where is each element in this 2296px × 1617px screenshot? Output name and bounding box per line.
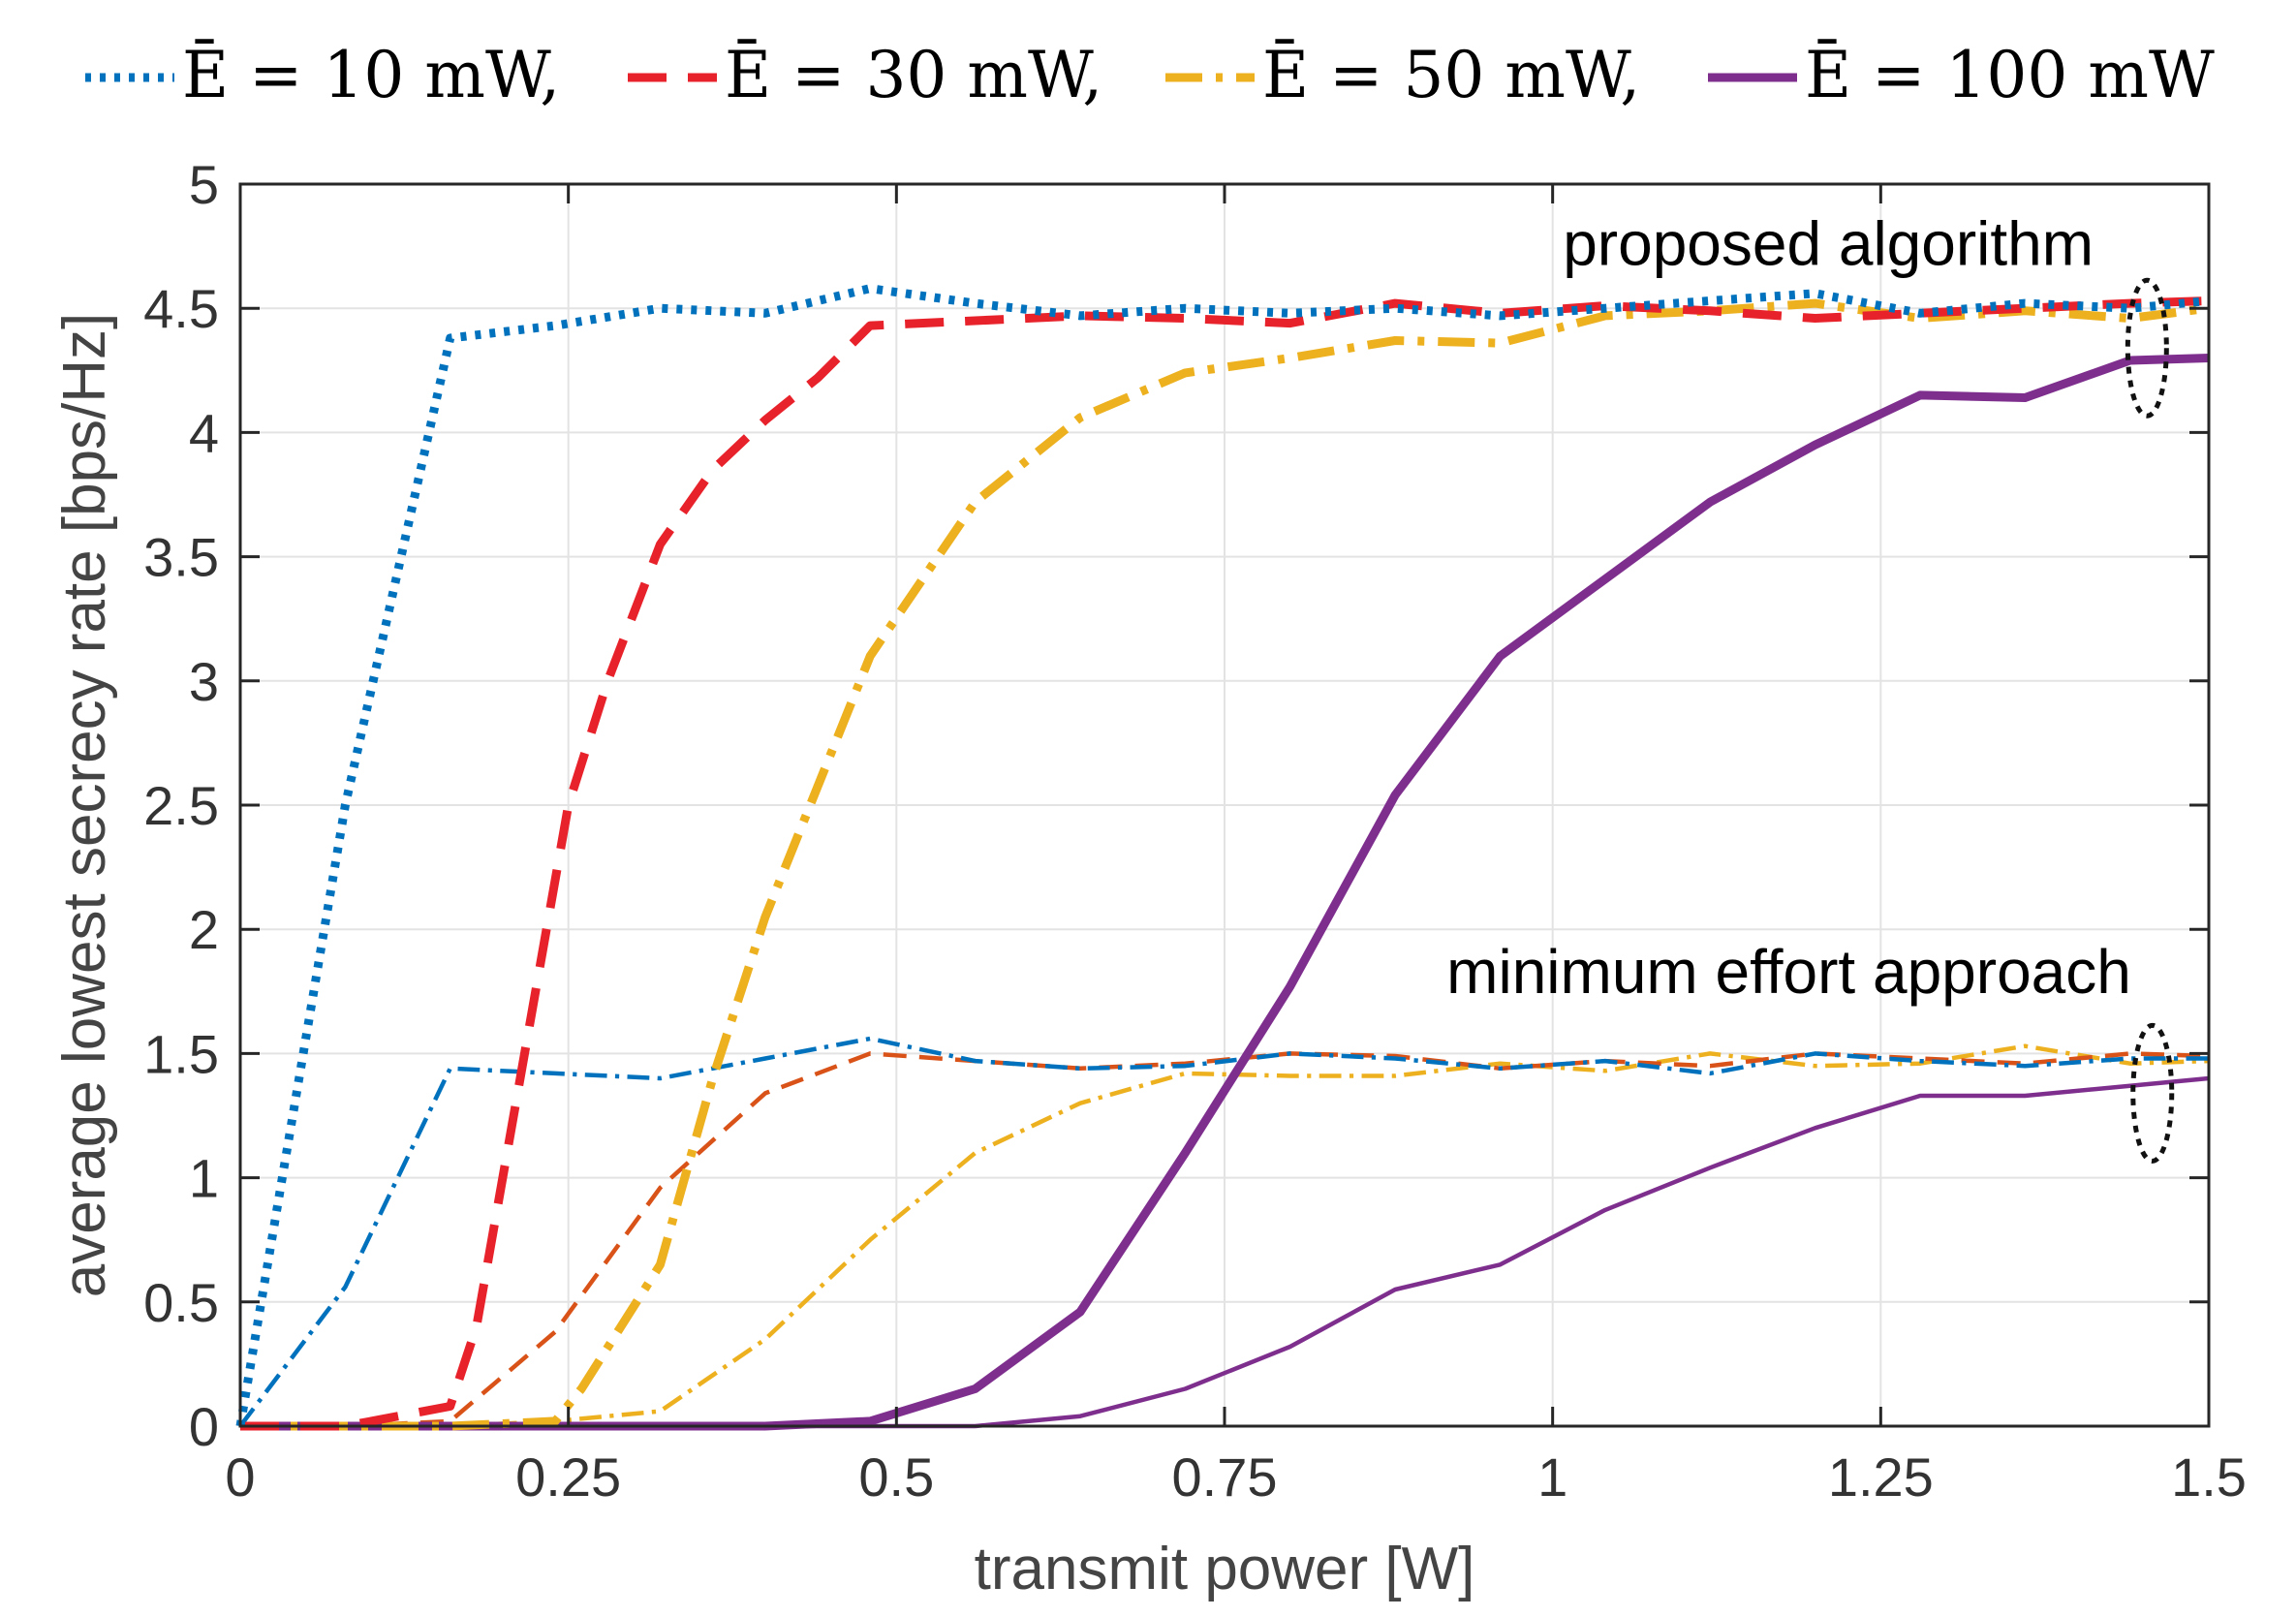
x-tick-label: 0.5 bbox=[858, 1446, 934, 1508]
series-layer bbox=[235, 284, 2210, 1431]
group-ellipses bbox=[2125, 277, 2175, 1164]
x-tick-label: 1.25 bbox=[1828, 1446, 1934, 1508]
y-tick-label: 2 bbox=[189, 899, 219, 960]
y-tick-label: 2.5 bbox=[143, 775, 219, 836]
legend: Ē = 10 mW, Ē = 30 mW, Ē = 50 mW, Ē = 100… bbox=[85, 38, 2215, 112]
tick-labels: 0 0.25 0.5 0.75 1 1.25 1.5 0 0.5 1 1.5 2 2.5 3 3.5 4 4.5… bbox=[143, 154, 2247, 1508]
legend-label-100mw: Ē = 100 mW bbox=[1805, 38, 2215, 112]
x-axis-label: transmit power [W] bbox=[975, 1536, 1475, 1602]
x-tick-label: 0.75 bbox=[1172, 1446, 1278, 1508]
series-line-2 bbox=[240, 298, 2210, 1431]
y-tick-label: 1 bbox=[189, 1148, 219, 1209]
series-line-1 bbox=[240, 296, 2210, 1431]
ellipse-proposed-algorithm bbox=[2125, 277, 2169, 419]
legend-label-10mw: Ē = 10 mW, bbox=[182, 38, 560, 112]
y-axis-label: average lowest secrecy rate [bps/Hz] bbox=[51, 313, 118, 1298]
axis-ticks bbox=[238, 182, 2211, 1428]
y-tick-label: 1.5 bbox=[143, 1023, 219, 1084]
ellipse-minimum-effort bbox=[2130, 1022, 2175, 1164]
x-tick-label: 0 bbox=[225, 1446, 255, 1508]
x-tick-label: 1 bbox=[1537, 1446, 1567, 1508]
y-tick-label: 0 bbox=[189, 1396, 219, 1457]
y-tick-label: 3 bbox=[189, 651, 219, 712]
y-tick-label: 4 bbox=[189, 402, 219, 463]
x-tick-label: 0.25 bbox=[515, 1446, 621, 1508]
y-tick-label: 5 bbox=[189, 154, 219, 215]
annotation-minimum-effort-approach: minimum effort approach bbox=[1446, 937, 2131, 1007]
legend-label-50mw: Ē = 50 mW, bbox=[1262, 38, 1640, 112]
y-tick-label: 0.5 bbox=[143, 1272, 219, 1333]
legend-entry-10mw: Ē = 10 mW, bbox=[85, 38, 560, 112]
legend-entry-30mw: Ē = 30 mW, bbox=[628, 38, 1102, 112]
y-tick-label: 4.5 bbox=[143, 278, 219, 339]
legend-label-30mw: Ē = 30 mW, bbox=[725, 38, 1102, 112]
x-tick-label: 1.5 bbox=[2171, 1446, 2247, 1508]
legend-entry-50mw: Ē = 50 mW, bbox=[1165, 38, 1640, 112]
legend-entry-100mw: Ē = 100 mW bbox=[1708, 38, 2215, 112]
annotation-proposed-algorithm: proposed algorithm bbox=[1563, 209, 2094, 279]
y-tick-label: 3.5 bbox=[143, 527, 219, 588]
series-line-4 bbox=[238, 1036, 2209, 1428]
